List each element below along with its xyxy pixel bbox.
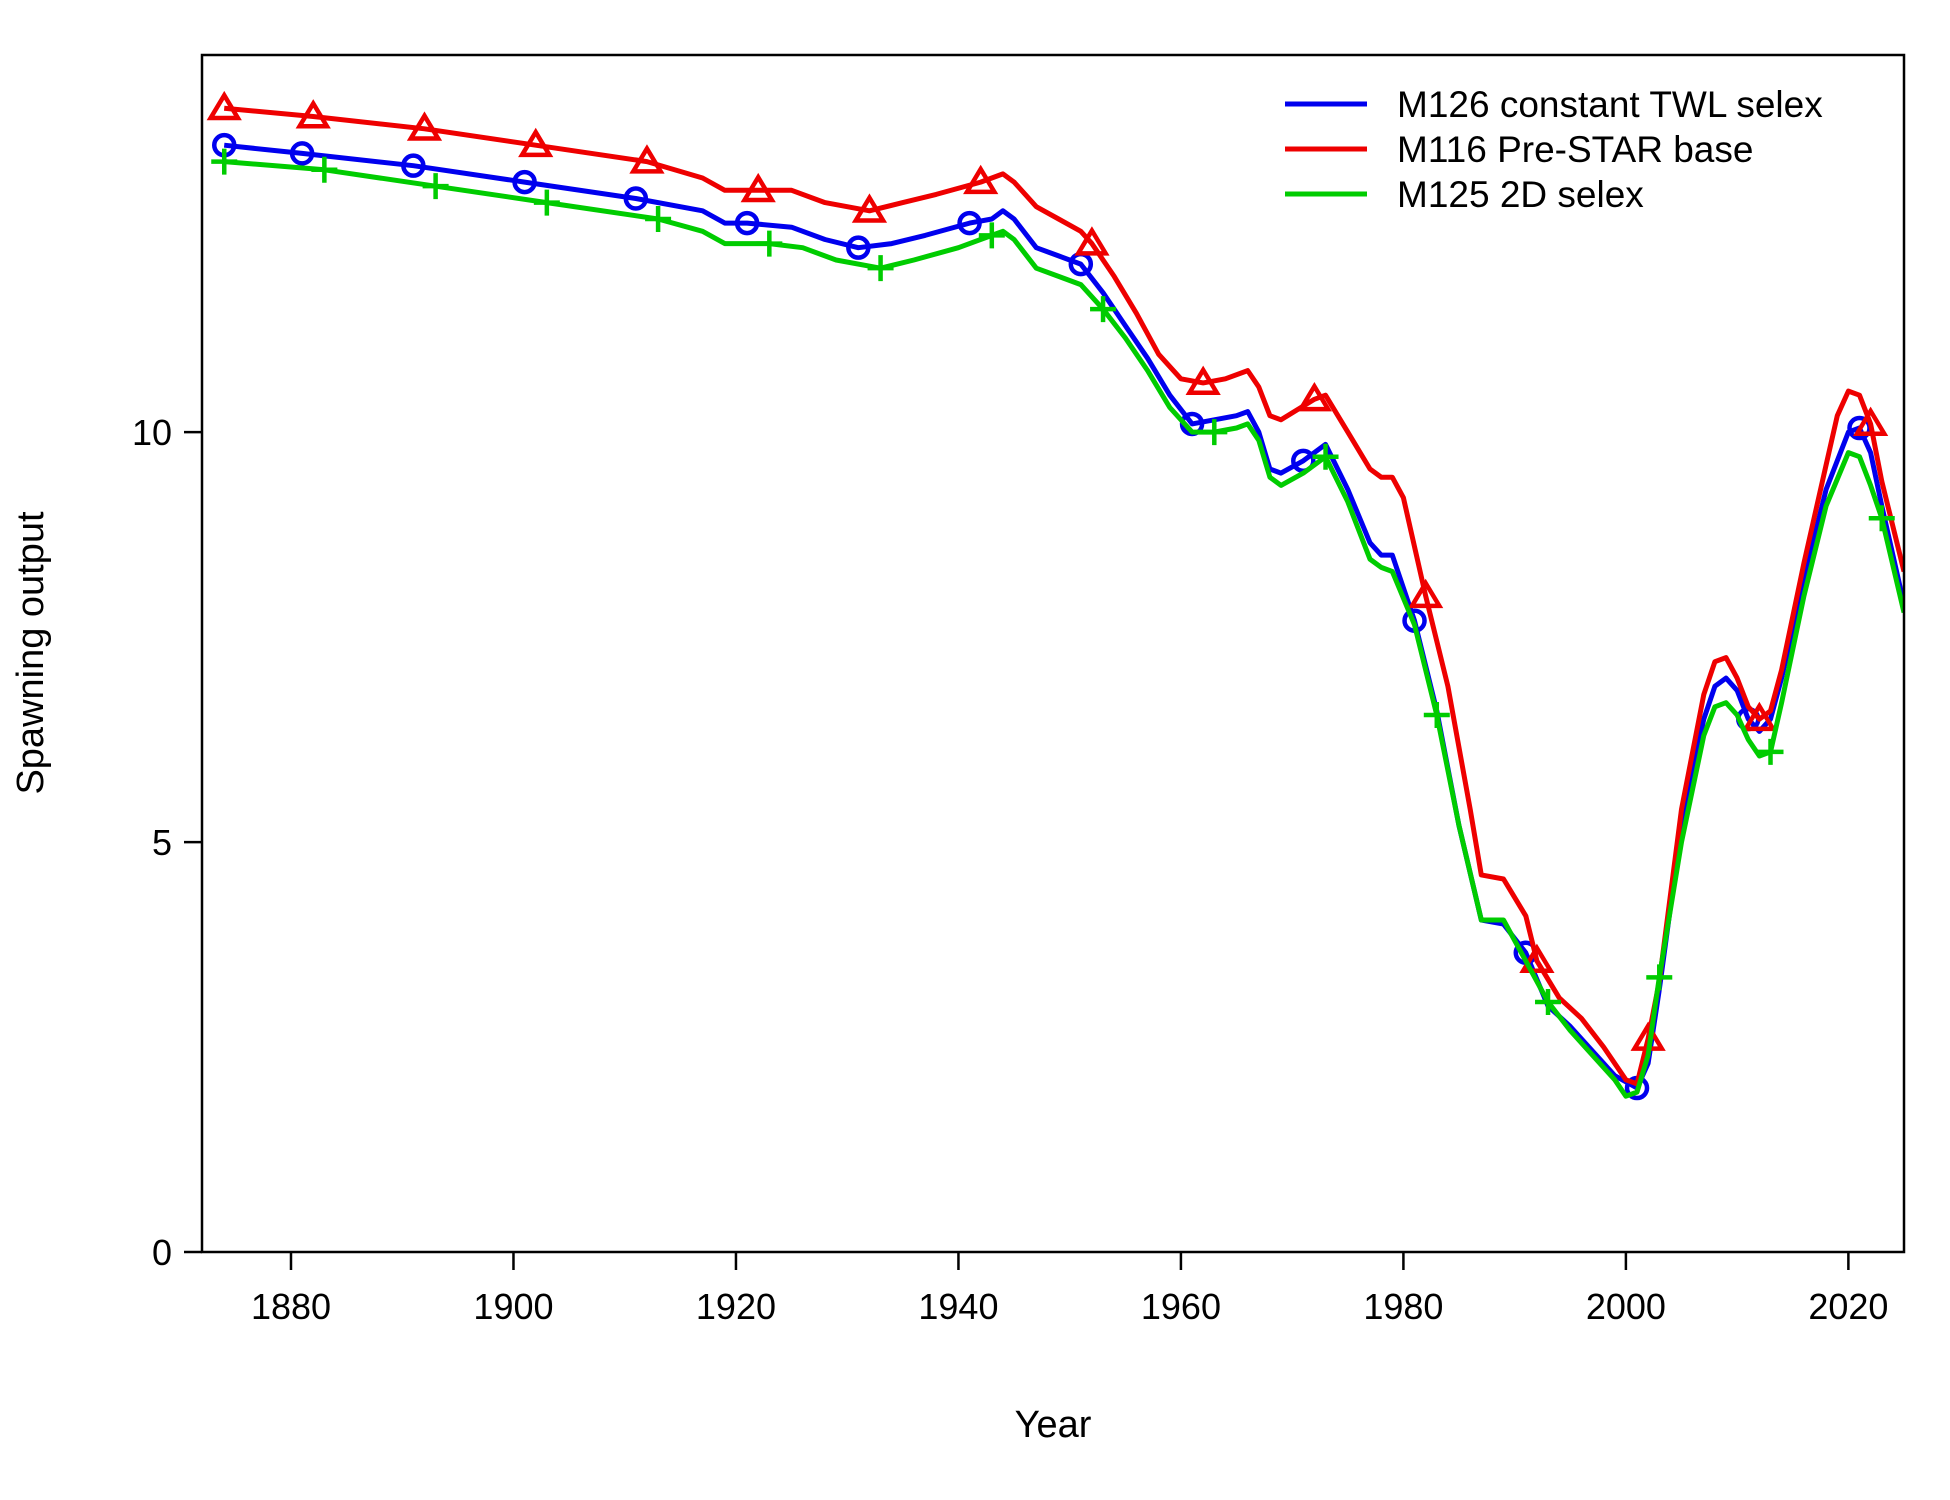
series-1-marker (957, 210, 982, 236)
series-3-marker (211, 148, 238, 175)
plot-area (206, 90, 1904, 1101)
series-1-marker (623, 186, 649, 211)
x-tick-label: 1920 (696, 1286, 776, 1327)
series-2-marker (740, 172, 776, 203)
series-3-marker (978, 222, 1005, 249)
series-2-line (223, 105, 1904, 1087)
x-axis-title: Year (1015, 1404, 1092, 1446)
series-2-marker (1074, 226, 1110, 256)
x-tick-label: 1940 (918, 1286, 998, 1327)
series-3-marker (1535, 988, 1562, 1015)
series-3-marker (867, 255, 894, 282)
legend-label: M116 Pre-STAR base (1397, 129, 1753, 170)
series-2-marker (518, 127, 554, 158)
series-3-marker (1646, 964, 1673, 991)
series-2-marker (1296, 381, 1333, 412)
series-2-marker (206, 90, 242, 121)
x-axis: 1880 1900 1920 1940 1960 1980 2000 2020 (251, 1252, 1888, 1327)
series-3-marker (311, 156, 338, 183)
y-axis: 0 5 10 (132, 412, 202, 1273)
series-3-marker (645, 205, 672, 232)
series-3-marker (1423, 701, 1450, 728)
plot-frame (200, 53, 1906, 1254)
series-3-marker (1201, 419, 1228, 446)
legend-label: M125 2D selex (1397, 174, 1644, 215)
series-1-marker (846, 235, 871, 260)
series-2-marker (1185, 365, 1221, 395)
series-1-marker (289, 141, 315, 166)
y-tick-label: 0 (152, 1232, 172, 1273)
x-tick-label: 1900 (473, 1286, 553, 1327)
series-3-line (223, 159, 1904, 1099)
series-2-marker (1408, 578, 1444, 609)
series-2-marker (295, 99, 331, 129)
series-3-marker (1312, 443, 1339, 470)
series-2-marker (851, 193, 888, 223)
series-3-marker (422, 173, 449, 200)
series-2-marker (629, 144, 665, 174)
series-2-marker (1853, 406, 1889, 436)
x-tick-label: 1980 (1363, 1286, 1443, 1327)
series-2-marker (406, 111, 443, 141)
series-2-marker (1519, 943, 1555, 973)
series-3-marker (1868, 505, 1895, 532)
series-3-marker (756, 230, 783, 257)
series-3-marker (1757, 738, 1784, 765)
y-tick-label: 5 (152, 822, 172, 863)
x-tick-label: 2000 (1586, 1286, 1666, 1327)
series-3-marker (1090, 296, 1117, 323)
y-axis-title: Spawning output (10, 511, 52, 795)
x-tick-label: 1880 (251, 1286, 331, 1327)
x-tick-label: 1960 (1141, 1286, 1221, 1327)
series-1-marker (512, 169, 537, 195)
series-2-marker (963, 164, 999, 195)
series-2-marker (1741, 701, 1778, 732)
x-tick-label: 2020 (1808, 1286, 1888, 1327)
series-1-marker (401, 153, 426, 178)
legend-label: M126 constant TWL selex (1397, 84, 1823, 125)
series-1-line (223, 142, 1904, 1091)
series-1-marker (734, 210, 760, 236)
series-3-marker (533, 189, 560, 216)
y-tick-label: 10 (132, 412, 172, 453)
